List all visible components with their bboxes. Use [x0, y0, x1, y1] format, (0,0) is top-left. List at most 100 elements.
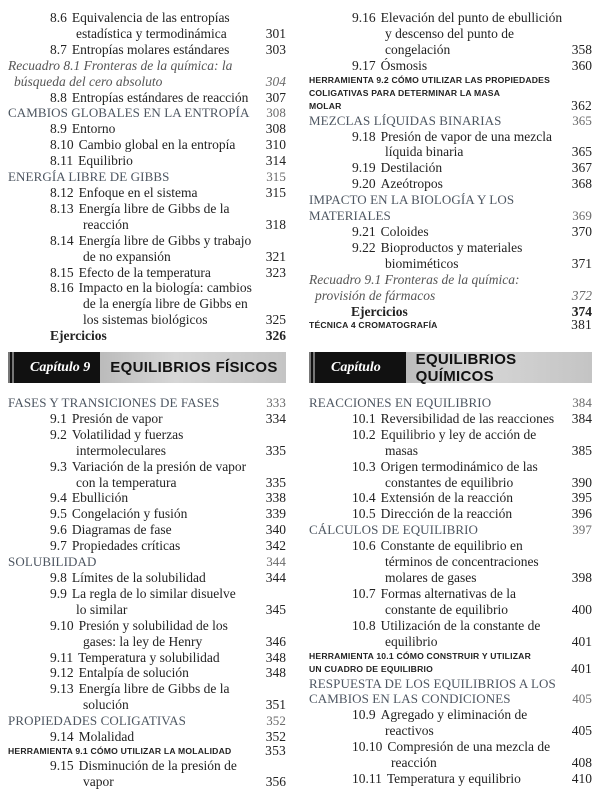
entry-text: Formas alternativas de la [380, 585, 516, 601]
toc-herramienta: TÉCNICA 4 CROMATOGRAFÍA 381 [309, 317, 592, 332]
page-number: 325 [265, 312, 286, 328]
entry-line: reacción [50, 217, 286, 233]
entry-text: Presión de vapor [71, 410, 163, 426]
entry-text: Entorno [71, 121, 116, 137]
entry-text: RESPUESTA DE LOS EQUILIBRIOS A LOS [309, 675, 556, 691]
page-number: 356 [265, 773, 286, 789]
entry-line: 9.21 Coloides [352, 224, 592, 240]
entry-number: 9.17 [352, 57, 376, 73]
entry-text: constante de equilibrio [385, 601, 508, 617]
page-number: 335 [265, 442, 286, 458]
entry-text: Compresión de una mezcla de [387, 739, 551, 755]
entries: 8.6 Equivalencia de las entropías estadíst… [8, 10, 286, 350]
toc-item: 9.9 La regla de lo similar disuelve lo sim… [8, 586, 286, 618]
entry-line: Ejercicios [351, 304, 592, 320]
entry-text: Entropías molares estándares [71, 41, 230, 57]
entry-number: 8.15 [50, 264, 74, 280]
toc-section: IMPACTO EN LA BIOLOGÍA Y LOS MATERIALES 36… [309, 192, 592, 224]
toc-item: 9.16 Elevación del punto de ebullición y d… [309, 10, 592, 58]
entry-number: 8.8 [50, 89, 67, 105]
entry-line: 8.10 Cambio global en la entropía [50, 137, 286, 153]
page-number: 400 [571, 601, 592, 617]
toc-item: 9.14 Molalidad 352 [8, 729, 286, 745]
entry-line: masas [352, 443, 592, 459]
entry-number: 8.11 [50, 153, 74, 169]
entry-line: 10.1 Reversibilidad de las reacciones [352, 411, 592, 427]
page-number: 303 [265, 41, 286, 57]
entry-text: MATERIALES [309, 208, 391, 224]
entry-line: 9.6 Diagramas de fase [50, 522, 286, 538]
page-number: 371 [571, 255, 592, 271]
toc-item: 10.11 Temperatura y equilibrio 410 [309, 771, 592, 787]
entry-line: 9.4 Ebullición [50, 490, 286, 506]
entry-line: 9.15 Disminución de la presión de [50, 758, 286, 774]
toc-section: FASES Y TRANSICIONES DE FASES 333 [8, 395, 286, 411]
entry-line: RESPUESTA DE LOS EQUILIBRIOS A LOS [309, 676, 592, 692]
entry-number: 9.10 [50, 617, 74, 633]
toc-herramienta: HERRAMIENTA 9.2 CÓMO UTILIZAR LAS PROPIE… [309, 74, 592, 113]
entry-line: IMPACTO EN LA BIOLOGÍA Y LOS [309, 192, 592, 208]
entry-line: solución [50, 697, 286, 713]
page-number: 315 [265, 184, 286, 200]
page-number: 352 [266, 713, 286, 729]
page-number: 365 [572, 112, 592, 128]
toc-section: CAMBIOS GLOBALES EN LA ENTROPÍA 308 [8, 105, 286, 121]
entry-text: Ejercicios [50, 328, 107, 344]
entry-text: Propiedades críticas [71, 538, 181, 554]
entry-text: búsqueda del cero absoluto [14, 73, 163, 89]
entry-line: 9.16 Elevación del punto de ebullición [352, 10, 592, 26]
toc-item: 8.10 Cambio global en la entropía 310 [8, 137, 286, 153]
entry-line: provisión de fármacos [309, 288, 592, 304]
entry-line: 9.8 Límites de la solubilidad [50, 570, 286, 586]
entry-line: MOLAR [309, 100, 592, 113]
chapter-header: Capítulo 10 EQUILIBRIOS QUÍMICOS [309, 351, 592, 406]
entry-number: 8.9 [50, 121, 67, 137]
entry-number: 10.10 [352, 739, 383, 755]
entry-text: HERRAMIENTA 9.2 CÓMO UTILIZAR LAS PROPIE… [309, 74, 551, 85]
entry-number: 10.5 [352, 506, 376, 522]
entry-text: TÉCNICA 4 CROMATOGRAFÍA [309, 320, 438, 331]
entry-line: estadística y termodinámica [50, 26, 286, 42]
entry-text: Variación de la presión de vapor [71, 458, 247, 474]
entry-line: 8.13 Energía libre de Gibbs de la [50, 201, 286, 217]
entry-line: CÁLCULOS DE EQUILIBRIO [309, 522, 592, 538]
entry-text: reactivos [385, 723, 434, 739]
entry-text: Utilización de la constante de [380, 617, 541, 633]
entry-text: Molalidad [78, 729, 135, 745]
page-number: 397 [572, 522, 592, 538]
page-number: 405 [572, 691, 592, 707]
entry-number: 9.13 [50, 681, 74, 697]
entry-text: PROPIEDADES COLIGATIVAS [8, 713, 186, 729]
entry-text: ENERGÍA LIBRE DE GIBBS [8, 169, 170, 185]
entry-line: constante de equilibrio [352, 602, 592, 618]
entry-number: 10.4 [352, 490, 376, 506]
toc-section: PROPIEDADES COLIGATIVAS 352 [8, 713, 286, 729]
entry-number: 9.2 [50, 426, 67, 442]
entry-number: 9.18 [352, 128, 376, 144]
toc-item: 8.14 Energía libre de Gibbs y trabajo de n… [8, 233, 286, 265]
entry-number: 8.10 [50, 137, 74, 153]
entry-text: Presión de vapor de una mezcla [380, 128, 552, 144]
page-number: 384 [572, 395, 592, 410]
chapter-label: Capítulo 10 [309, 352, 406, 406]
entry-text: Cambio global en la entropía [78, 137, 236, 153]
page-number: 314 [265, 153, 286, 169]
entry-line: lo similar [50, 602, 286, 618]
page-number: 334 [265, 410, 286, 426]
entry-text: los sistemas biológicos [83, 312, 208, 328]
entry-text: Efecto de la temperatura [78, 264, 211, 280]
toc-item: 8.12 Enfoque en el sistema 315 [8, 185, 286, 201]
toc-section: SOLUBILIDAD 344 [8, 554, 286, 570]
page-number: 353 [265, 742, 286, 758]
entry-line: 8.7 Entropías molares estándares [50, 42, 286, 58]
toc-item: 8.11 Equilibrio 314 [8, 153, 286, 169]
entry-line: PROPIEDADES COLIGATIVAS [8, 713, 286, 729]
entry-number: 8.14 [50, 232, 74, 248]
entry-text: Elevación del punto de ebullición [380, 10, 563, 25]
entry-line: intermoleculares [50, 443, 286, 459]
entry-line: 9.12 Entalpía de solución [50, 665, 286, 681]
toc-item: 10.6 Constante de equilibrio en términos d… [309, 538, 592, 586]
toc-section: RESPUESTA DE LOS EQUILIBRIOS A LOS CAMBIO… [309, 676, 592, 708]
entry-line: 9.17 Ósmosis [352, 58, 592, 74]
